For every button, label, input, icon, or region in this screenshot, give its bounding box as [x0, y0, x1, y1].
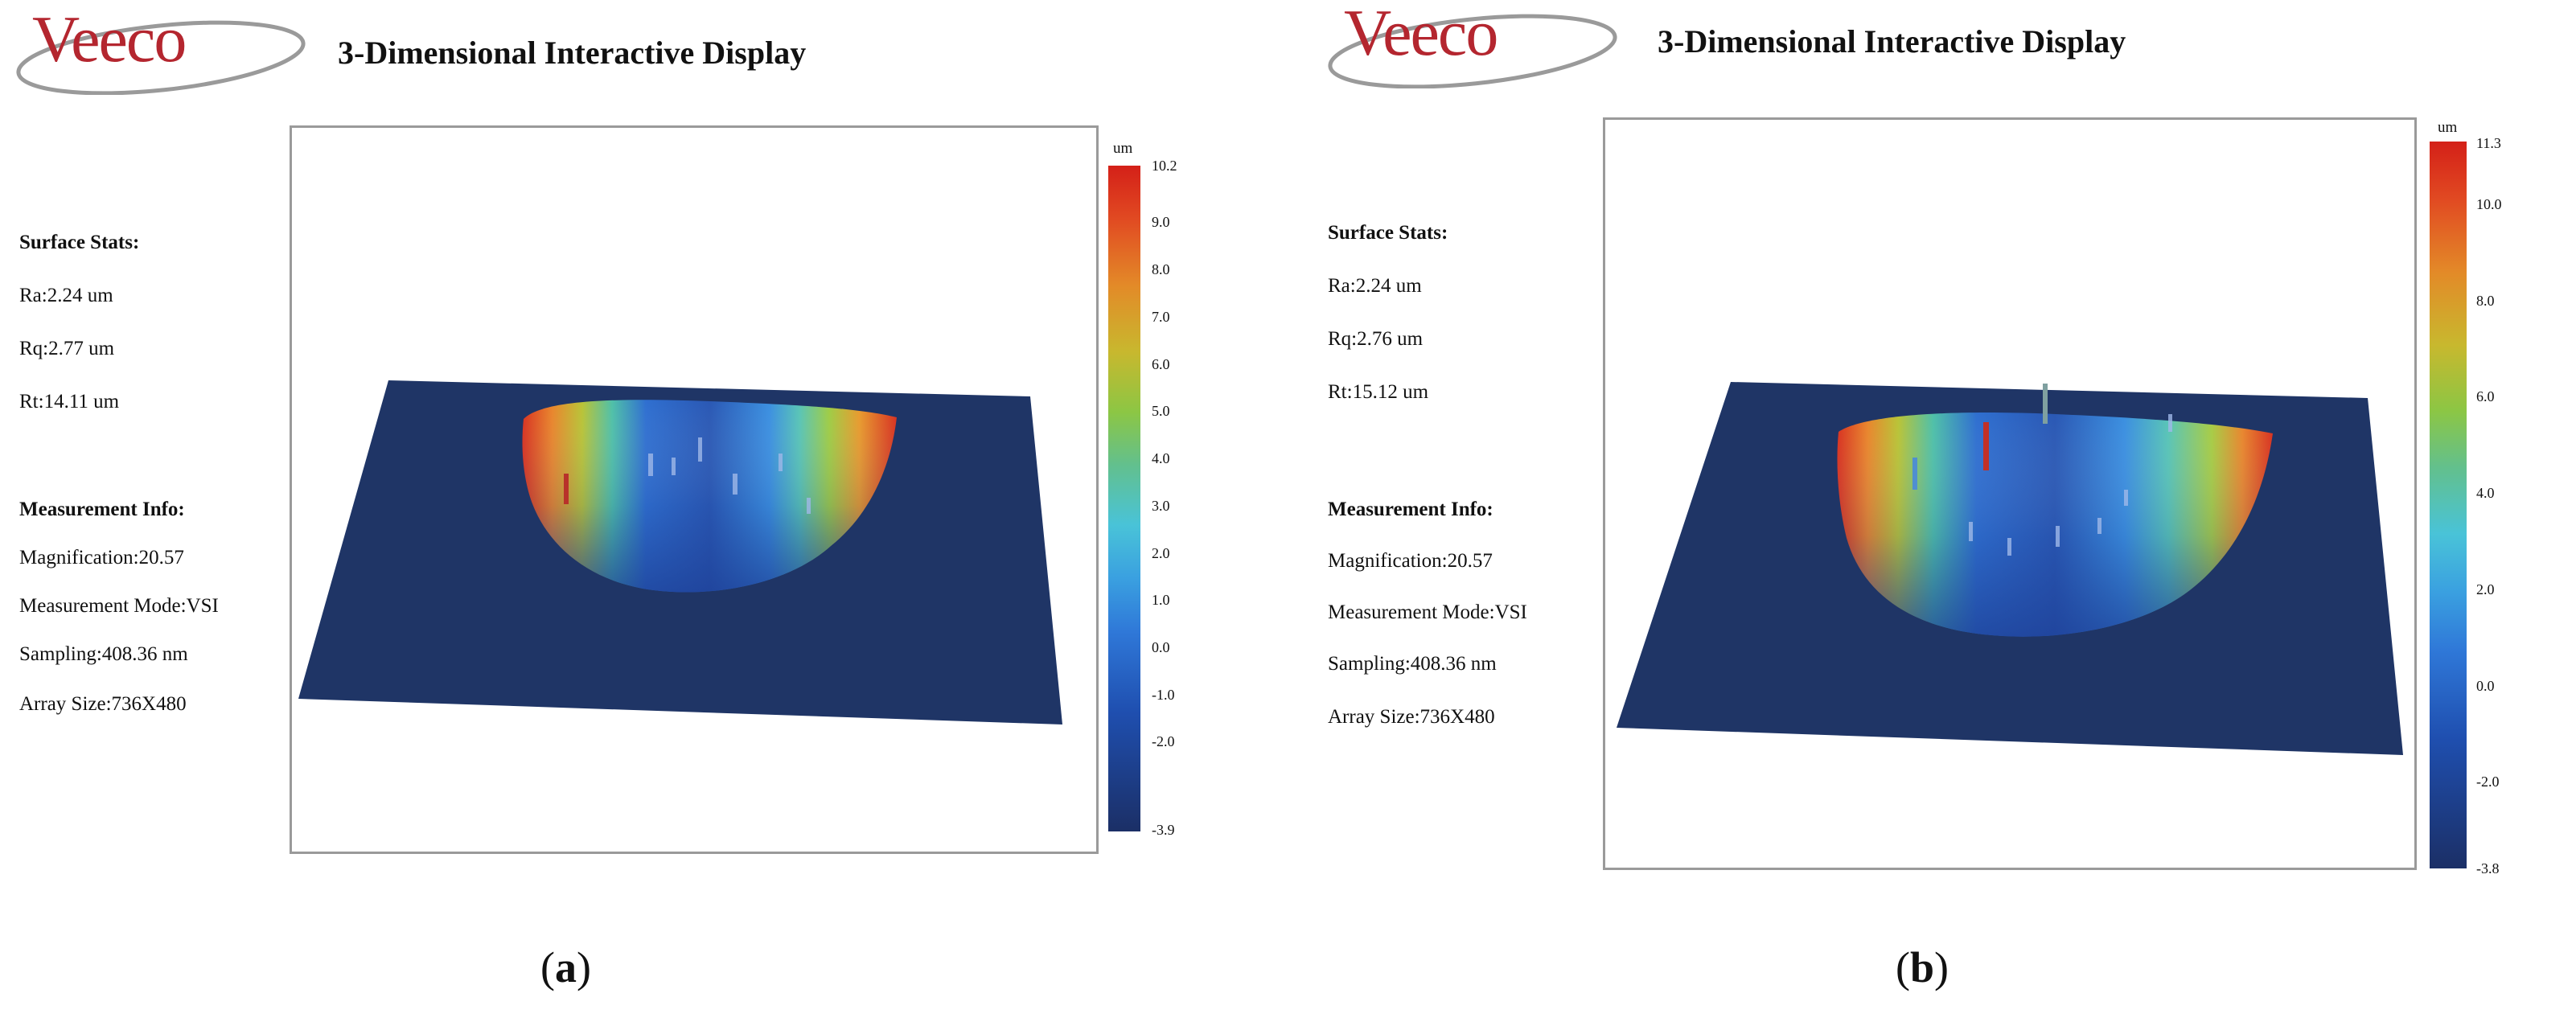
- color-scale-bar: [1108, 166, 1140, 831]
- surface-stats-heading: Surface Stats:: [1328, 222, 1448, 244]
- scale-tick-label: 1.0: [1152, 592, 1170, 609]
- scale-tick-label: 9.0: [1152, 214, 1170, 231]
- scale-tick-label: -1.0: [1152, 686, 1175, 703]
- stat-rq: Rq:2.76 um: [1328, 328, 1424, 350]
- info-sampling: Sampling:408.36 nm: [1328, 653, 1497, 675]
- surface-plot-graphic: [1617, 382, 2403, 755]
- scale-tick-label: 3.0: [1152, 497, 1170, 514]
- scale-tick-label: 0.0: [1152, 638, 1170, 655]
- scale-unit: um: [2438, 119, 2458, 136]
- scale-tick-label: -2.0: [1152, 733, 1175, 750]
- info-array-size: Array Size:736X480: [19, 693, 187, 715]
- scale-tick-label: 5.0: [1152, 403, 1170, 420]
- scale-tick-label: 6.0: [1152, 355, 1170, 372]
- measurement-info-heading: Measurement Info:: [19, 499, 185, 520]
- color-scale-bar: [2430, 142, 2467, 868]
- logo-wordmark: Veeco: [1344, 0, 1498, 69]
- info-measurement-mode: Measurement Mode:VSI: [19, 595, 219, 617]
- info-magnification: Magnification:20.57: [19, 547, 184, 569]
- info-array-size: Array Size:736X480: [1328, 706, 1495, 728]
- stat-ra: Ra:2.24 um: [1328, 275, 1422, 297]
- caption-letter: a: [554, 943, 577, 991]
- scale-min: -3.8: [2476, 860, 2500, 876]
- info-sampling: Sampling:408.36 nm: [19, 643, 188, 665]
- caption-close: ): [1934, 943, 1949, 991]
- caption-letter: b: [1909, 943, 1935, 991]
- caption-open: (: [1896, 943, 1910, 991]
- info-measurement-mode: Measurement Mode:VSI: [1328, 601, 1527, 623]
- info-magnification: Magnification:20.57: [1328, 550, 1493, 572]
- surface-plot-graphic: [298, 380, 1062, 725]
- scale-max: 11.3: [2476, 135, 2501, 151]
- veeco-logo: Veeco: [1320, 0, 1625, 88]
- surface-3d-view[interactable]: [290, 125, 1099, 854]
- stat-rt: Rt:14.11 um: [19, 391, 120, 413]
- scale-tick-label: 2.0: [2476, 581, 2495, 597]
- scale-tick-label: -2.0: [2476, 774, 2500, 790]
- scale-max: 10.2: [1152, 158, 1177, 174]
- caption-b: (b): [1896, 942, 1949, 992]
- scale-tick-label: 2.0: [1152, 544, 1170, 561]
- scale-tick-label: 6.0: [2476, 388, 2495, 405]
- caption-close: ): [576, 943, 591, 991]
- panel-b: Veeco 3-Dimensional Interactive Display …: [1288, 0, 2575, 1018]
- scale-tick-label: 8.0: [1152, 261, 1170, 278]
- scale-tick-label: 0.0: [2476, 677, 2495, 694]
- panel-a: Veeco 3-Dimensional Interactive Display …: [8, 2, 1177, 992]
- logo-swoosh-icon: [16, 20, 306, 95]
- scale-tick-label: 4.0: [1152, 450, 1170, 467]
- logo-wordmark: Veeco: [32, 2, 187, 76]
- surface-3d-view[interactable]: [1603, 117, 2417, 870]
- scale-tick-label: 4.0: [2476, 485, 2495, 502]
- scale-tick-label: 7.0: [1152, 308, 1170, 325]
- stat-rq: Rq:2.77 um: [19, 338, 115, 359]
- scale-unit: um: [1113, 140, 1133, 157]
- caption-open: (: [540, 943, 555, 991]
- caption-a: (a): [540, 942, 591, 992]
- scale-tick-label: 10.0: [2476, 195, 2502, 212]
- scale-tick-label: 8.0: [2476, 292, 2495, 309]
- stat-rt: Rt:15.12 um: [1328, 381, 1429, 403]
- stat-ra: Ra:2.24 um: [19, 285, 113, 306]
- veeco-logo: Veeco: [8, 2, 314, 95]
- display-title: 3-Dimensional Interactive Display: [1658, 23, 2126, 60]
- measurement-info-heading: Measurement Info:: [1328, 499, 1493, 520]
- scale-min: -3.9: [1152, 822, 1175, 838]
- logo-swoosh-icon: [1328, 14, 1617, 88]
- display-title: 3-Dimensional Interactive Display: [338, 35, 807, 71]
- surface-stats-heading: Surface Stats:: [19, 232, 140, 253]
